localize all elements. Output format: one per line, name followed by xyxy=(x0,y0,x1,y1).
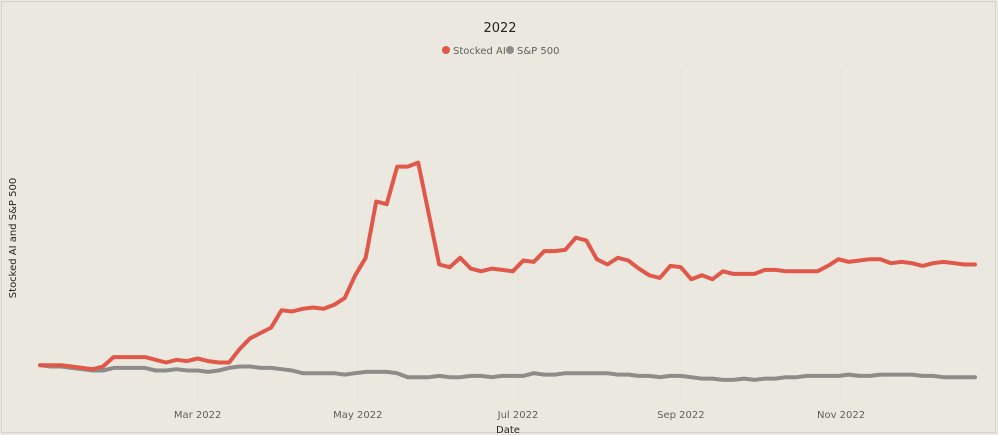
chart-title: 2022 xyxy=(483,21,516,36)
x-axis-ticks: Mar 2022 May 2022 Jul 2022 Sep 2022 Nov 2022 xyxy=(174,410,865,421)
legend-label-stocked-ai: Stocked AI xyxy=(453,46,506,57)
x-tick-label: May 2022 xyxy=(333,410,382,421)
series-line-stocked-ai xyxy=(38,160,977,372)
gridlines xyxy=(197,70,842,402)
x-tick-label: Nov 2022 xyxy=(817,410,865,421)
x-tick-label: Mar 2022 xyxy=(174,410,222,421)
legend-marker-sp500 xyxy=(506,46,514,54)
series-line-sp500 xyxy=(38,363,977,382)
x-tick-label: Jul 2022 xyxy=(497,410,539,421)
legend-marker-stocked-ai xyxy=(442,46,450,54)
legend-label-sp500: S&P 500 xyxy=(517,46,559,57)
series-layer xyxy=(38,160,977,382)
y-axis-label: Stocked AI and S&P 500 xyxy=(8,178,19,298)
legend: Stocked AI S&P 500 xyxy=(442,46,559,57)
x-axis-label: Date xyxy=(496,425,520,435)
x-tick-label: Sep 2022 xyxy=(657,410,704,421)
